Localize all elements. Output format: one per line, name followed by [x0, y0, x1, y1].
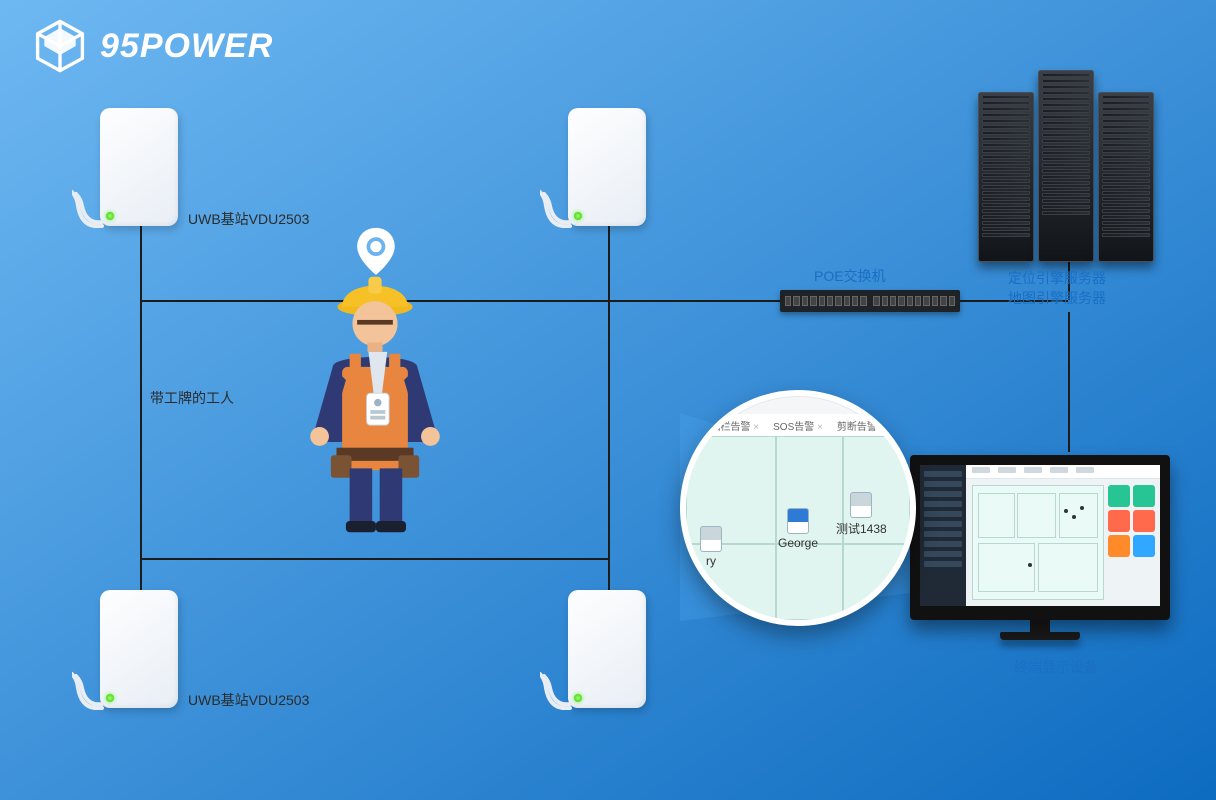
magnifier-tab: SOS告警: [773, 418, 823, 433]
terminal-label: 终端显示设备: [1014, 657, 1098, 677]
magnifier-detail: 围栏告警 SOS告警剪断告警 ry George 测试1438: [680, 390, 916, 626]
magnifier-tab: 剪断告警: [837, 418, 886, 433]
uwb-station: [568, 590, 646, 708]
uwb-station: [568, 108, 646, 226]
connection-segment: [140, 226, 142, 590]
connection-segment: [1068, 312, 1070, 452]
magnifier-tab: 围栏告警: [711, 418, 760, 433]
station-label-bottom: UWB基站VDU2503: [188, 690, 309, 710]
magnifier-person: 测试1438: [836, 492, 887, 537]
server-rack: [978, 92, 1034, 262]
connection-segment: [608, 226, 610, 590]
connection-segment: [140, 558, 608, 560]
magnifier-person: ry: [700, 526, 722, 568]
magnifier-person: George: [778, 508, 818, 550]
poe-label: POE交换机: [814, 266, 886, 286]
brand-logo-text: 95POWER: [100, 27, 273, 66]
terminal-monitor: [910, 455, 1170, 620]
monitor-stand: [1005, 620, 1075, 646]
poe-switch: [780, 290, 960, 312]
worker-label: 带工牌的工人: [150, 388, 234, 408]
brand-logo-icon: [32, 18, 88, 74]
worker-illustration: [270, 226, 480, 536]
server-label-2: 地图引擎服务器: [1008, 288, 1106, 308]
uwb-station: [100, 108, 178, 226]
server-rack: [1098, 92, 1154, 262]
uwb-station: [100, 590, 178, 708]
server-rack: [1038, 70, 1094, 262]
server-label-1: 定位引擎服务器: [1008, 268, 1106, 288]
